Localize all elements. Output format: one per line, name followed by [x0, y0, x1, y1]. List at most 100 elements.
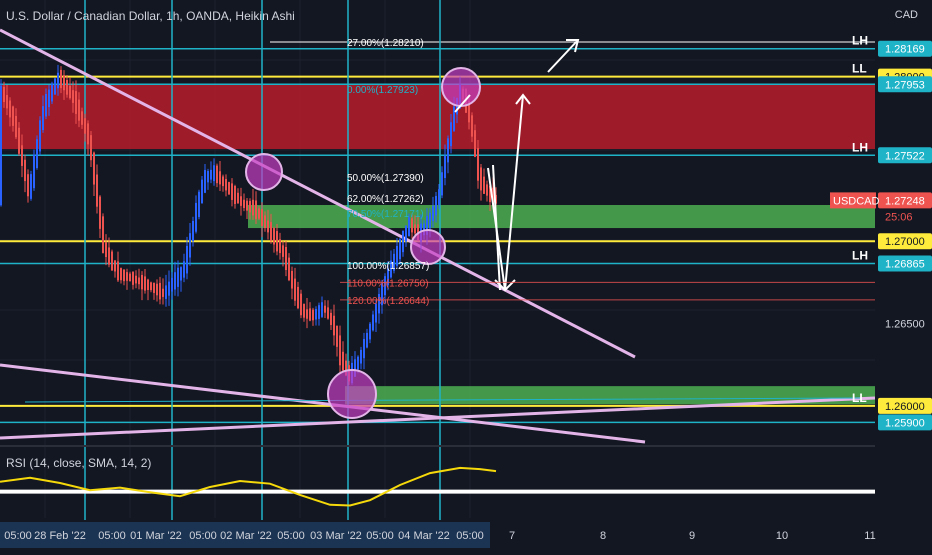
fib-label: 70.50%(1.27171): [347, 209, 424, 220]
candle-body: [75, 91, 77, 114]
candle-body: [480, 167, 482, 191]
candle-body: [399, 239, 401, 260]
candle-body: [411, 218, 413, 233]
candle-body: [342, 351, 344, 371]
candle-body: [180, 267, 182, 281]
candle-body: [54, 78, 56, 95]
fib-label: 120.00%(1.26644): [347, 296, 429, 307]
arrow-head: [566, 39, 580, 53]
candle-body: [357, 356, 359, 370]
candle-body: [309, 308, 311, 321]
symbol-tag-bg: [830, 192, 876, 209]
candle-body: [153, 282, 155, 293]
candle-body: [177, 267, 179, 287]
candle-body: [183, 261, 185, 278]
candle-body: [39, 120, 41, 152]
candle-body: [15, 115, 17, 138]
countdown: 25:06: [885, 211, 913, 223]
candle-body: [264, 215, 266, 229]
candle-body: [72, 90, 74, 103]
candle-body: [258, 208, 260, 219]
candle-body: [132, 272, 134, 285]
time-label: 01 Mar '22: [130, 530, 182, 542]
time-label: 7: [509, 530, 515, 542]
candle-body: [198, 191, 200, 217]
candle-body: [372, 314, 374, 331]
candle-body: [246, 200, 248, 211]
candle-body: [0, 85, 2, 206]
descending-trendline: [0, 28, 636, 359]
candle-body: [312, 309, 314, 321]
candle-body: [270, 222, 272, 241]
candle-body: [471, 115, 473, 137]
time-label: 05:00: [189, 530, 217, 542]
candle-body: [360, 349, 362, 364]
candle-body: [135, 275, 137, 284]
candle-body: [156, 283, 158, 296]
candle-body: [477, 148, 479, 181]
symbol-tag: USDCAD: [833, 195, 880, 207]
candle-body: [57, 72, 59, 89]
price-label: 1.27522: [885, 150, 925, 162]
candle-body: [267, 220, 269, 233]
candle-body: [81, 111, 83, 125]
candle-body: [450, 122, 452, 147]
candle-body: [363, 338, 365, 359]
price-tick: 1.26500: [885, 319, 925, 331]
arrow-head: [515, 93, 531, 105]
candle-body: [444, 155, 446, 179]
fibonacci-layer: 27.00%(1.28210) 0.00%(1.27923) 50.00%(1.27…: [340, 34, 875, 405]
candle-body: [99, 196, 101, 229]
candle-body: [315, 309, 317, 320]
candle-body: [255, 200, 257, 220]
candle-body: [207, 171, 209, 183]
candle-body: [387, 268, 389, 286]
candle-body: [324, 305, 326, 313]
price-axis[interactable]: 1.265001.281691.280001.279531.275221.272…: [830, 0, 932, 550]
candle-body: [78, 99, 80, 121]
support-line: [24, 397, 861, 403]
candle-body: [33, 154, 35, 189]
candle-body: [279, 239, 281, 254]
price-label: 1.27953: [885, 79, 925, 91]
time-label: 04 Mar '22: [398, 530, 450, 542]
time-label: 8: [600, 530, 606, 542]
fib-label: 0.00%(1.27923): [347, 85, 418, 96]
candle-body: [120, 268, 122, 281]
price-label: 1.28169: [885, 44, 925, 56]
candle-body: [21, 145, 23, 166]
level-tag: LL: [852, 62, 867, 76]
candle-body: [240, 196, 242, 206]
green-zone-upper: [248, 205, 875, 229]
trendline-layer: [0, 28, 876, 444]
candle-body: [366, 332, 368, 348]
candle-body: [36, 139, 38, 169]
price-label-bg: [878, 255, 932, 272]
candle-body: [468, 101, 470, 123]
candle-body: [327, 307, 329, 319]
candle-body: [285, 247, 287, 271]
candle-body: [252, 199, 254, 216]
candle-body: [111, 251, 113, 271]
arrow-segment: [454, 94, 471, 113]
candle-body: [42, 106, 44, 131]
candle-body: [249, 200, 251, 213]
level-tag: LL: [852, 391, 867, 405]
candle-body: [219, 171, 221, 185]
candle-body: [294, 278, 296, 301]
candle-body: [150, 282, 152, 291]
candle-body: [141, 274, 143, 290]
candle-body: [345, 360, 347, 376]
candle-body: [390, 260, 392, 278]
price-label: 1.27248: [885, 195, 925, 207]
candle-body: [126, 272, 128, 281]
candle-body: [90, 135, 92, 161]
candle-body: [69, 85, 71, 99]
time-label: 9: [689, 530, 695, 542]
fib-label: 27.00%(1.28210): [347, 38, 424, 49]
price-label-bg: [878, 397, 932, 414]
time-axis[interactable]: 05:00 28 Feb '22 05:00 01 Mar '22 05:00 02 Ma…: [0, 520, 932, 550]
currency-label: CAD: [894, 9, 918, 21]
price-label: 1.26000: [885, 401, 925, 413]
